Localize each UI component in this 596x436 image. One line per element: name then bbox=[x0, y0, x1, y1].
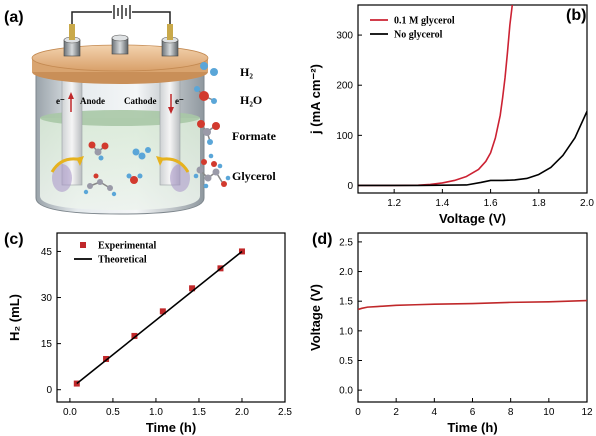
battery-icon bbox=[113, 5, 131, 19]
hydrogen-molecule-in-cell bbox=[132, 147, 151, 160]
chart-b-x-tick-label: 1.4 bbox=[435, 198, 449, 209]
chart-d-y-tick-label: 1.0 bbox=[339, 326, 353, 337]
panel-a: (a) bbox=[4, 5, 277, 215]
electron-label-anode: e⁻ bbox=[56, 96, 65, 106]
chart-d-x-tick-label: 8 bbox=[508, 407, 514, 418]
chart-d-series-0-line bbox=[358, 299, 587, 311]
chart-b-legend: 0.1 M glycerol No glycerol bbox=[370, 16, 455, 41]
chart-c-legend-label: Experimental bbox=[98, 241, 157, 252]
chart-c-series-experimental-point bbox=[131, 332, 138, 339]
chart-c-series-experimental-point bbox=[103, 355, 110, 362]
chart-d-x-tick-label: 4 bbox=[432, 407, 438, 418]
cathode-wire bbox=[132, 11, 171, 40]
electron-label-cathode: e⁻ bbox=[175, 96, 184, 106]
chart-c-plot-frame bbox=[56, 232, 286, 403]
chart-c-x-tick-label: 2.0 bbox=[235, 407, 249, 418]
cathode-catalyst bbox=[170, 164, 190, 192]
cathode-label: Cathode bbox=[124, 96, 157, 106]
chart-b-x-tick-label: 1.6 bbox=[484, 198, 498, 209]
legend-label-formate: Formate bbox=[232, 129, 277, 143]
chart-d-plot-frame bbox=[357, 232, 588, 403]
panel-c: (c) 0.0 0.5 1.0 1.5 2.0 2.5 0 15 30 45 Time (h) H₂ … bbox=[4, 231, 292, 435]
panel-label-c: (c) bbox=[4, 231, 24, 248]
electrochemical-cell-illustration: e⁻ e⁻ Anode Cathode bbox=[31, 5, 209, 215]
chart-d-x-axis-title: Time (h) bbox=[447, 420, 497, 435]
chart-b-legend-label: No glycerol bbox=[394, 30, 443, 41]
chart-d-y-tick-label: 1.5 bbox=[339, 297, 353, 308]
chart-c-y-tick-label: 45 bbox=[41, 247, 53, 258]
water-molecule-in-cell bbox=[126, 173, 143, 184]
chart-d-y-tick-label: 2.5 bbox=[339, 237, 353, 248]
chart-d-y-tick-label: 0.5 bbox=[339, 356, 353, 367]
chart-d-x-tick-label: 10 bbox=[543, 407, 555, 418]
chart-b-series-no-glycerol-line bbox=[358, 110, 587, 187]
chart-d-y-axis-title: Voltage (V) bbox=[308, 284, 323, 351]
molecule-legend: H₂ H₂O Formate bbox=[193, 62, 277, 189]
anode-terminal-pin bbox=[69, 24, 75, 40]
panel-label-d: (d) bbox=[312, 231, 332, 248]
legend-label-glycerol: Glycerol bbox=[232, 169, 276, 183]
chart-b-y-axis-title: j (mA cm⁻²) bbox=[308, 64, 323, 135]
chart-d-plot-area bbox=[358, 299, 587, 311]
chart-d-x-tick-label: 6 bbox=[470, 407, 476, 418]
panel-label-a: (a) bbox=[4, 9, 24, 26]
chart-c-y-axis-title: H₂ (mL) bbox=[7, 294, 22, 341]
chart-d-y-tick-label: 2.0 bbox=[339, 267, 353, 278]
chart-b: 1.2 1.4 1.6 1.8 2.0 0 100 200 300 Voltage (V) j (m… bbox=[308, 4, 594, 226]
panel-b: (b) 1.2 1.4 1.6 1.8 2.0 0 100 200 300 Voltage (V)… bbox=[308, 4, 594, 226]
chart-b-x-tick-label: 1.2 bbox=[387, 198, 401, 209]
chart-c-plot-area bbox=[73, 248, 245, 387]
chart-b-plot-frame bbox=[357, 4, 588, 194]
chart-c-series-experimental-point bbox=[189, 285, 196, 292]
chart-d-y-tick-label: 0.0 bbox=[339, 386, 353, 397]
formate-molecule-in-cell bbox=[88, 141, 109, 161]
chart-c-legend: Experimental Theoretical bbox=[74, 241, 157, 266]
legend-label-h2: H₂ bbox=[240, 65, 253, 79]
chart-c-legend-marker bbox=[80, 242, 86, 248]
hydrogen-molecule-icon bbox=[200, 62, 218, 76]
chart-b-y-tick-label: 300 bbox=[336, 31, 353, 42]
water-molecule-icon bbox=[194, 86, 217, 104]
chart-c-x-tick-label: 1.5 bbox=[192, 407, 206, 418]
cathode-terminal-pin bbox=[167, 24, 173, 40]
chart-c-series-experimental-point bbox=[73, 380, 80, 387]
chart-b-x-tick-label: 2.0 bbox=[580, 198, 594, 209]
chart-d-x-tick-label: 2 bbox=[393, 407, 399, 418]
electron-arrow-cathode bbox=[168, 94, 174, 114]
chart-d-x-tick-label: 0 bbox=[355, 407, 361, 418]
chart-b-x-tick-label: 1.8 bbox=[532, 198, 546, 209]
anode-catalyst bbox=[52, 164, 72, 192]
chart-c-legend-label: Theoretical bbox=[98, 255, 147, 266]
legend-label-h2o: H₂O bbox=[240, 93, 262, 107]
chart-c-series-theoretical-line bbox=[76, 250, 243, 385]
glycerol-molecule-in-cell bbox=[83, 173, 117, 197]
chart-b-y-tick-label: 200 bbox=[336, 81, 353, 92]
panel-label-b: (b) bbox=[566, 7, 586, 24]
chart-c-series-experimental-point bbox=[159, 308, 166, 315]
panel-d: (d) 0 2 4 6 8 10 12 0.0 0.5 1.0 1.5 2.0 2.5 Time (h) V… bbox=[308, 231, 593, 435]
glycerol-molecule-icon bbox=[193, 153, 231, 189]
chart-c-x-tick-label: 2.5 bbox=[278, 407, 292, 418]
chart-c-y-tick-label: 15 bbox=[41, 339, 53, 350]
chart-c-series-experimental-point bbox=[238, 248, 245, 255]
anode-wire bbox=[71, 11, 112, 40]
chart-c-y-tick-label: 0 bbox=[46, 385, 52, 396]
anode-label: Anode bbox=[80, 96, 105, 106]
chart-c-x-axis-title: Time (h) bbox=[146, 420, 196, 435]
chart-b-x-axis-title: Voltage (V) bbox=[439, 211, 506, 226]
chart-d: 0 2 4 6 8 10 12 0.0 0.5 1.0 1.5 2.0 2.5 Time (h) Volta… bbox=[308, 232, 593, 435]
chart-c: 0.0 0.5 1.0 1.5 2.0 2.5 0 15 30 45 Time (h) H₂ (mL)… bbox=[7, 232, 292, 435]
chart-b-legend-label: 0.1 M glycerol bbox=[394, 16, 455, 27]
chart-b-y-tick-label: 100 bbox=[336, 131, 353, 142]
chart-c-x-tick-label: 0.5 bbox=[106, 407, 120, 418]
chart-b-plot-area bbox=[358, 5, 587, 187]
chart-c-x-tick-label: 0.0 bbox=[63, 407, 77, 418]
chart-d-x-tick-label: 12 bbox=[581, 407, 593, 418]
electron-arrow-anode bbox=[68, 92, 74, 112]
chart-b-y-tick-label: 0 bbox=[347, 181, 353, 192]
chart-c-x-tick-label: 1.0 bbox=[149, 407, 163, 418]
chart-c-y-tick-label: 30 bbox=[41, 293, 53, 304]
formate-molecule-icon bbox=[197, 120, 220, 145]
